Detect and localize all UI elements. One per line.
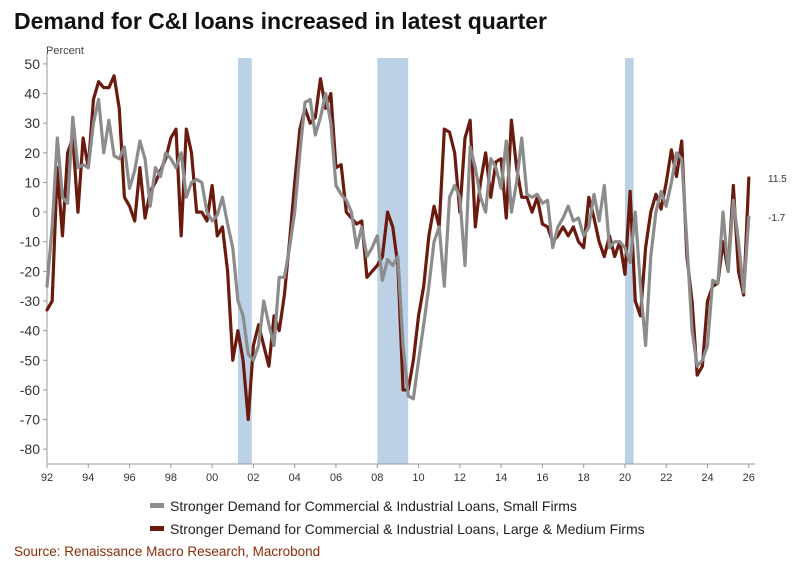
x-tick-label: 06 xyxy=(330,472,342,484)
legend-label-small-firms: Stronger Demand for Commercial & Industr… xyxy=(170,497,577,514)
legend-swatch-small-firms xyxy=(150,503,164,508)
chart-title: Demand for C&I loans increased in latest… xyxy=(14,8,547,34)
x-tick-label: 02 xyxy=(247,472,259,484)
legend-label-large-firms: Stronger Demand for Commercial & Industr… xyxy=(170,520,645,537)
x-tick-label: 92 xyxy=(41,472,53,484)
x-tick-label: 08 xyxy=(371,472,383,484)
x-tick-label: 96 xyxy=(123,472,135,484)
series-lines xyxy=(45,74,751,422)
x-tick-label: 18 xyxy=(578,472,590,484)
axes: 50 40 30 20 10 0 -10 -20 -30 -40 -50 -60 -70 -80 92 94 9… xyxy=(20,54,755,484)
y-tick-label: 40 xyxy=(24,86,40,102)
end-label-large-firms: 11.5 xyxy=(768,174,787,185)
y-tick-label: 20 xyxy=(24,145,40,161)
series-line-small-firms xyxy=(45,91,751,401)
x-tick-label: 04 xyxy=(289,472,301,484)
y-tick-label: 50 xyxy=(24,56,40,72)
x-tick-label: 94 xyxy=(82,472,94,484)
y-tick-label: 30 xyxy=(24,115,40,131)
x-tick-label: 10 xyxy=(412,472,424,484)
y-tick-label: -50 xyxy=(20,352,40,368)
x-tick-label: 26 xyxy=(743,472,755,484)
recession-bands xyxy=(237,58,634,464)
x-tick-label: 16 xyxy=(536,472,548,484)
y-tick-label: 10 xyxy=(24,174,40,190)
x-tick-label: 98 xyxy=(165,472,177,484)
legend-item-large-firms: Stronger Demand for Commercial & Industr… xyxy=(150,517,645,540)
end-label-small-firms: -1.7 xyxy=(768,213,786,224)
y-tick-label: -10 xyxy=(20,234,40,250)
x-tick-label: 14 xyxy=(495,472,507,484)
y-tick-label: -70 xyxy=(20,412,40,428)
x-tick-label: 00 xyxy=(206,472,218,484)
x-tick-label: 24 xyxy=(701,472,713,484)
legend: Stronger Demand for Commercial & Industr… xyxy=(150,494,645,540)
x-tick-label: 22 xyxy=(660,472,672,484)
recession-band-1 xyxy=(377,58,409,464)
x-tick-label: 20 xyxy=(619,472,631,484)
y-axis-label: Percent xyxy=(46,45,84,57)
legend-swatch-large-firms xyxy=(150,526,164,531)
x-tick-label: 12 xyxy=(454,472,466,484)
y-tick-label: 0 xyxy=(32,204,40,220)
end-labels: -1.7 11.5 xyxy=(768,174,787,224)
source-note: Source: Renaissance Macro Research, Macr… xyxy=(14,544,321,559)
y-tick-label: -40 xyxy=(20,323,40,339)
legend-item-small-firms: Stronger Demand for Commercial & Industr… xyxy=(150,494,645,517)
y-tick-label: -60 xyxy=(20,382,40,398)
recession-band-0 xyxy=(237,58,252,464)
y-tick-label: -20 xyxy=(20,263,40,279)
y-tick-label: -80 xyxy=(20,441,40,457)
y-tick-label: -30 xyxy=(20,293,40,309)
